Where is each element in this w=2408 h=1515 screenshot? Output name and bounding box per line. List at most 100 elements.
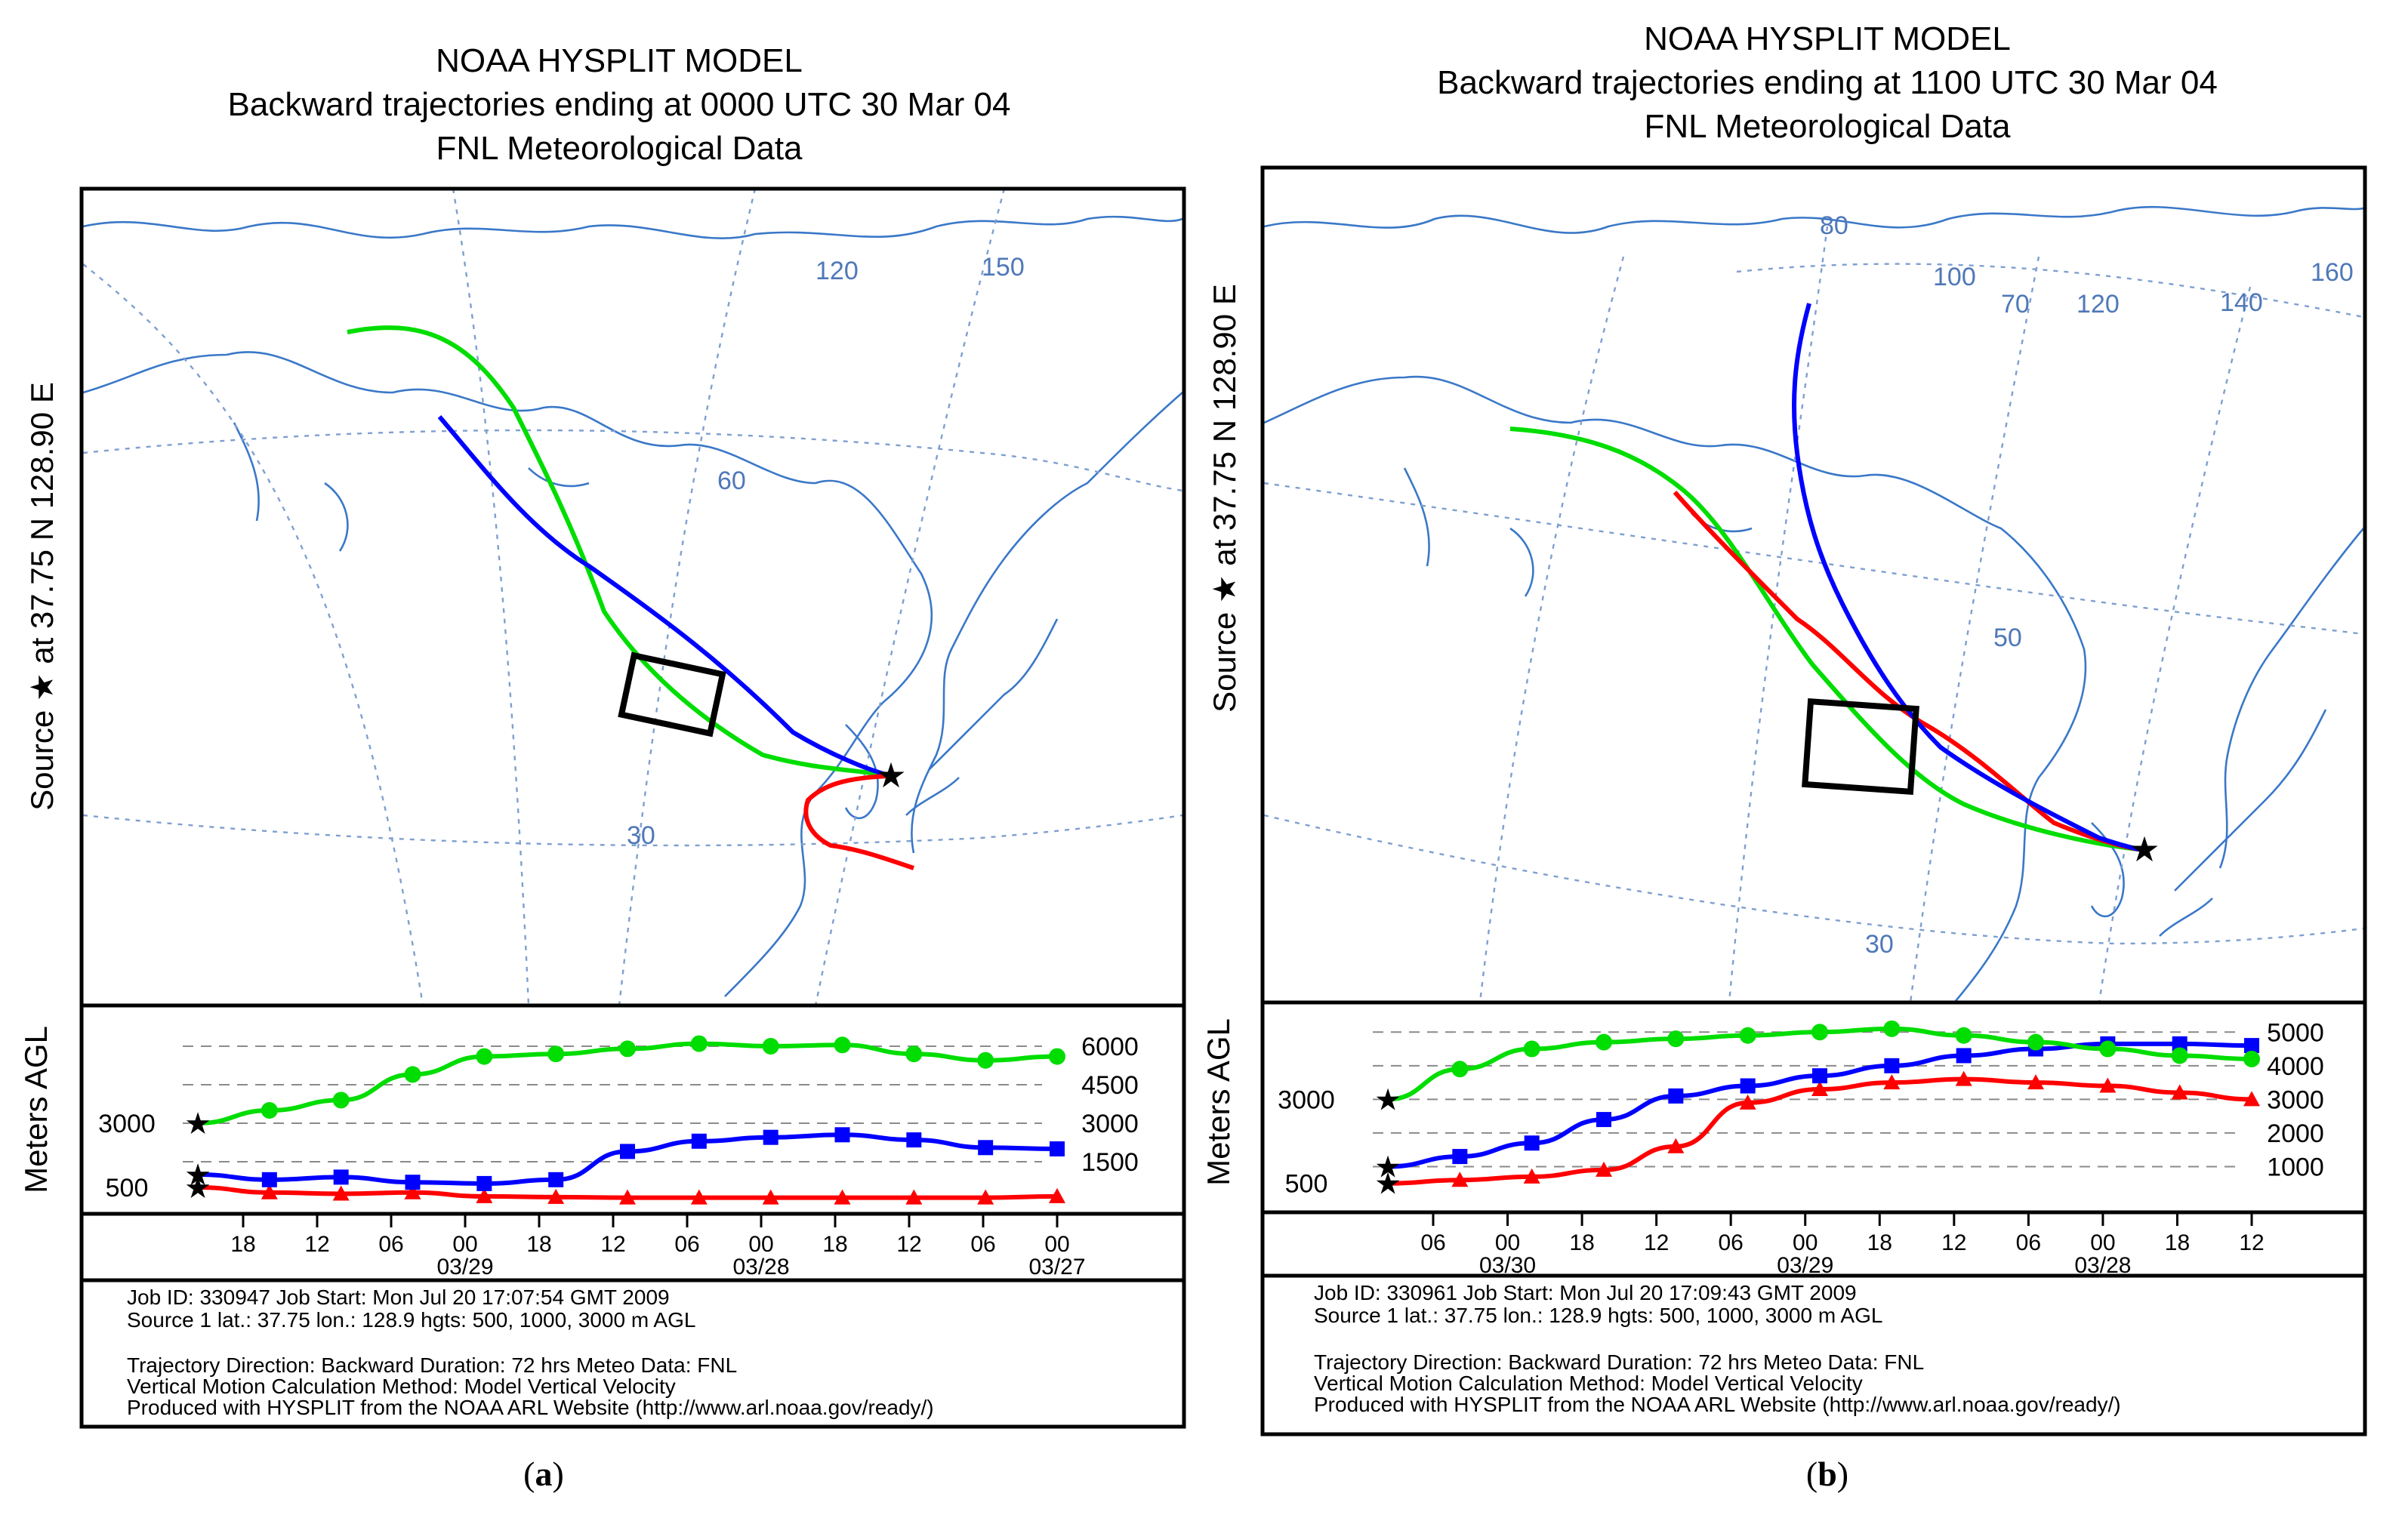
panel-b-trajectory-3000m <box>1509 426 2145 852</box>
panel-a-profile-right-tick-label: 4500 <box>1081 1071 1139 1100</box>
panel-a-profile-right-tick-label: 1500 <box>1081 1148 1139 1177</box>
panel-b-time-tick-label: 18 <box>1569 1230 1594 1255</box>
panel-b-footer: Job ID: 330961 Job Start: Mon Jul 20 17:… <box>1260 1273 2367 1436</box>
panel-a-profile-marker <box>404 1184 421 1199</box>
panel-a-meridian-4 <box>82 263 424 1006</box>
panel-a-profile-marker <box>977 1189 994 1205</box>
panel-a-time-tick-label: 12 <box>600 1232 625 1257</box>
panel-a-meridian-3 <box>452 188 530 1006</box>
panel-b-profile-marker <box>1452 1149 1468 1165</box>
panel-a-grid-label-60: 60 <box>717 467 746 495</box>
panel-a-coastline-east <box>911 392 1183 854</box>
panel-b-grid-label-70: 70 <box>2001 290 2030 319</box>
panel-b-profile-right-tick-label: 3000 <box>2267 1085 2324 1114</box>
panel-a-time-tick-label: 00 <box>1044 1232 1069 1257</box>
panel-b-profile-right-tick-label: 1000 <box>2267 1153 2324 1181</box>
panel-b-profile-marker <box>1451 1061 1469 1078</box>
panel-b-parallel-30 <box>1263 814 2364 945</box>
panel-a-time-tick-label: 06 <box>674 1232 699 1257</box>
panel-a-title: NOAA HYSPLIT MODEL <box>436 42 803 79</box>
panel-b-caption-letter: b <box>1818 1455 1837 1493</box>
panel-a-profile-start-star-icon: ★ <box>184 1159 211 1192</box>
panel-a-profile-marker <box>332 1185 350 1201</box>
panel-a-profile-marker <box>476 1175 492 1191</box>
panel-b-time-tick-label: 12 <box>1941 1230 1966 1255</box>
panel-b-time-tick-label: 12 <box>2239 1230 2264 1255</box>
panel-b-profile-marker <box>1884 1058 1900 1073</box>
panel-a-time-tick-label: 18 <box>230 1232 255 1257</box>
panel-a-profile-marker <box>834 1127 850 1143</box>
panel-b-profile-right-tick-label: 4000 <box>2267 1052 2324 1081</box>
panel-b-profile-marker <box>1739 1094 1756 1110</box>
panel-b-meridian-3 <box>2098 286 2252 1003</box>
panel-b-profile-marker <box>1956 1048 1972 1064</box>
panel-a-footer-line-2: Source 1 lat.: 37.75 lon.: 128.9 hgts: 5… <box>127 1308 695 1332</box>
panel-a-coastline-arctic <box>82 215 1183 239</box>
panel-b-profile-start-star-icon: ★ <box>1374 1168 1401 1201</box>
panel-a-profile-line-1000m <box>197 1132 1058 1186</box>
panel-b-grid-label-160: 160 <box>2311 258 2354 287</box>
panel-a-grid-label-120: 120 <box>816 257 859 285</box>
panel-b-time-tick-label: 00 <box>1495 1230 1520 1255</box>
panel-b-caption: (b) <box>1806 1455 1848 1493</box>
panel-b-subtitle: Backward trajectories ending at 1100 UTC… <box>1437 64 2218 101</box>
panel-a-profile-marker <box>261 1184 278 1199</box>
panel-a-profile-marker <box>619 1189 636 1205</box>
panel-b-profile-left-tick-label: 3000 <box>1278 1085 1335 1114</box>
panel-a-map: 120 150 60 30 ★ <box>79 186 1186 1008</box>
panel-b-time-tick-label: 18 <box>2165 1230 2190 1255</box>
panel-b-footer-line-5: Produced with HYSPLIT from the NOAA ARL … <box>1314 1393 2121 1416</box>
panel-b-profile-marker <box>2243 1091 2260 1107</box>
panel-a-trajectory-3000m <box>347 325 892 778</box>
panel-a-profile-marker <box>547 1045 565 1063</box>
panel-b-profile-right-tick-label: 5000 <box>2267 1018 2324 1047</box>
panel-a-profile-marker <box>476 1048 493 1065</box>
panel-b-study-area-box <box>1802 697 1919 796</box>
panel-b-profile-line-1000m <box>1387 1041 2252 1169</box>
panel-b-profile-start-star-icon: ★ <box>1374 1083 1401 1116</box>
panel-b-data-source: FNL Meteorological Data <box>1644 108 2011 145</box>
panel-b-profile-marker <box>1667 1030 1685 1048</box>
panel-a-grid-label-30: 30 <box>627 821 655 850</box>
panel-b-grid-label-80: 80 <box>1820 211 1848 240</box>
panel-a-profile-marker <box>332 1092 350 1109</box>
panel-a-data-source: FNL Meteorological Data <box>436 130 803 167</box>
panel-b-profile-marker <box>1667 1138 1685 1153</box>
panel-b-profile-left-tick-label: 500 <box>1285 1170 1328 1199</box>
panel-a-profile-marker <box>690 1189 708 1205</box>
panel-a-map-ylabel: Source ★ at 37.75 N 128.90 E <box>24 382 60 811</box>
panel-b-grid-label-140: 140 <box>2220 288 2263 317</box>
panel-b-profile-marker <box>1740 1078 1756 1094</box>
panel-b-time-tick-label: 12 <box>1644 1230 1669 1255</box>
panel-a-caption-letter: a <box>535 1455 553 1493</box>
panel-b-title: NOAA HYSPLIT MODEL <box>1644 20 2011 57</box>
panel-a-profile-ylabel: Meters AGL <box>18 1026 54 1193</box>
panel-a-profile-left-tick-label: 500 <box>106 1174 149 1202</box>
panel-a-time-tick-label: 06 <box>378 1232 403 1257</box>
panel-a-profile-marker <box>1050 1141 1065 1156</box>
panel-b-profile-marker <box>2099 1040 2117 1058</box>
panel-b-profile-marker <box>2171 1084 2188 1100</box>
panel-b-profile-marker <box>1668 1088 1684 1104</box>
panel-b-map-ylabel: Source ★ at 37.75 N 128.90 E <box>1207 284 1242 713</box>
panel-a-time-tick-label: 18 <box>526 1232 551 1257</box>
panel-a-profile-marker <box>905 1045 923 1063</box>
panel-b-meridian-1 <box>1728 226 1829 1003</box>
panel-b-time-tick-label: 06 <box>1718 1230 1743 1255</box>
panel-b-coastline-japan <box>2159 709 2327 937</box>
panel-b-time-tick-label: 18 <box>1867 1230 1892 1255</box>
panel-a-profile-marker <box>762 1038 779 1055</box>
panel-a-meridian-1 <box>618 188 757 1006</box>
panel-a: NOAA HYSPLIT MODEL Backward trajectories… <box>18 42 1186 1493</box>
panel-a-date-label: 03/27 <box>1028 1255 1085 1279</box>
panel-b-profile-marker <box>1883 1074 1901 1090</box>
panel-a-profile-marker <box>763 1129 779 1145</box>
panel-a-profile-marker <box>1049 1187 1065 1203</box>
panel-a-profile-marker <box>690 1035 708 1052</box>
panel-a-profile-marker <box>620 1144 635 1159</box>
panel-b-profile-marker <box>1811 1081 1828 1096</box>
